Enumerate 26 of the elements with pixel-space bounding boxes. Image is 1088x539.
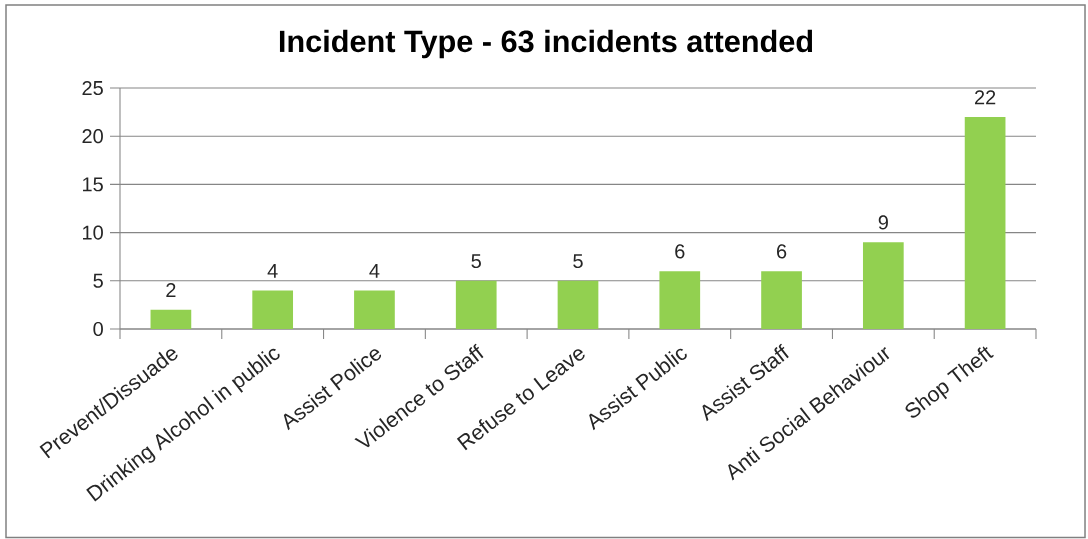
y-tick-label: 10 (83, 225, 103, 240)
y-tick-label: 5 (93, 273, 103, 288)
y-tick-label: 0 (93, 321, 103, 337)
data-label: 5 (573, 254, 583, 269)
bar (659, 271, 701, 329)
data-label: 6 (777, 244, 787, 259)
data-label: 6 (675, 244, 685, 259)
bar (557, 280, 599, 329)
y-tick-label: 15 (83, 177, 103, 192)
bar (354, 290, 395, 329)
data-label: 9 (878, 215, 888, 230)
x-tick-label: Shop Theft (905, 346, 994, 418)
bar (862, 242, 904, 329)
data-label: 5 (471, 254, 481, 269)
chart-title: Incident Type - 63 incidents attended (279, 29, 813, 59)
bar (964, 116, 1006, 329)
data-label: 2 (166, 283, 176, 298)
data-label: 4 (267, 263, 278, 278)
y-tick-label: 20 (82, 129, 103, 144)
bar (761, 271, 802, 329)
y-tick-label: 25 (82, 80, 103, 96)
bar (455, 280, 497, 329)
data-label: 22 (974, 90, 996, 105)
bar (150, 309, 192, 329)
bar (252, 290, 294, 329)
data-label: 4 (369, 263, 380, 278)
